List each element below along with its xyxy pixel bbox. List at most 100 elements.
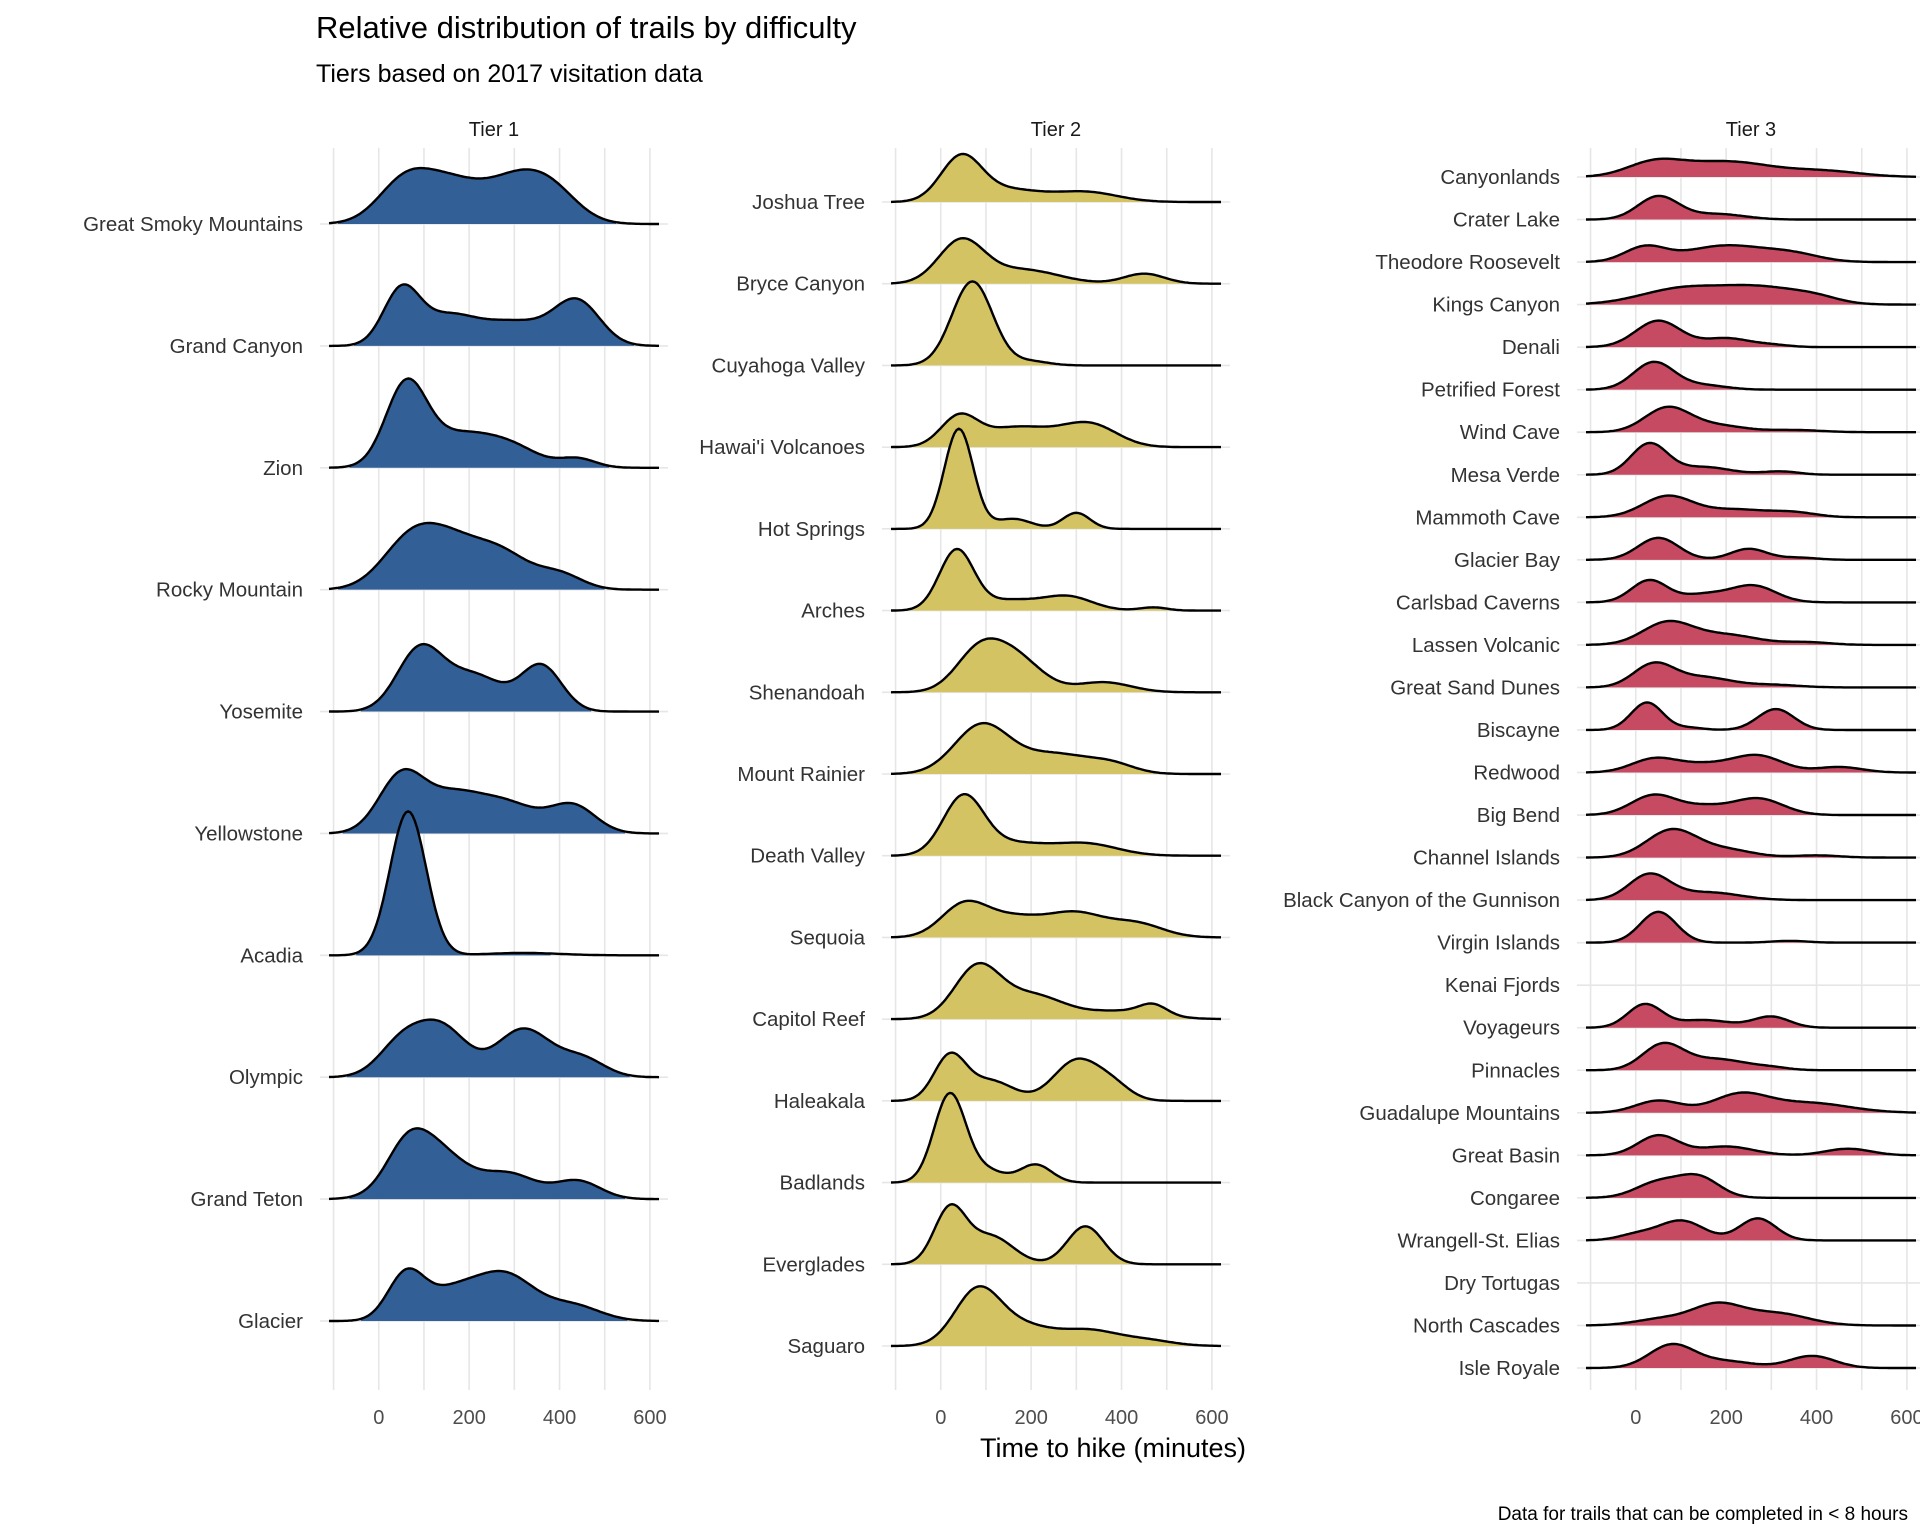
strip-label: Tier 2 xyxy=(1031,119,1081,141)
ridge-great-basin: Great Basin xyxy=(1452,1133,1920,1167)
y-category-label: Acadia xyxy=(240,944,303,967)
y-category-label: Great Basin xyxy=(1452,1144,1560,1167)
x-tick-label: 200 xyxy=(452,1407,485,1429)
ridge-mesa-verde: Mesa Verde xyxy=(1451,441,1920,487)
ridge-fill xyxy=(1599,361,1747,390)
ridge-biscayne: Biscayne xyxy=(1477,701,1920,742)
ridge-wrangell-st-elias: Wrangell-St. Elias xyxy=(1397,1217,1920,1252)
ridge-badlands: Badlands xyxy=(780,1091,1230,1195)
ridge-death-valley: Death Valley xyxy=(750,793,1230,868)
y-category-label: Mount Rainier xyxy=(737,763,865,786)
ridge-fill xyxy=(1599,1218,1806,1241)
ridge-line xyxy=(1585,441,1916,476)
ridge-fill xyxy=(1599,754,1885,773)
ridge-fill xyxy=(913,413,1156,448)
strip-label: Tier 3 xyxy=(1726,119,1776,141)
y-category-label: Pinnacles xyxy=(1471,1059,1560,1082)
strip-label: Tier 1 xyxy=(469,119,519,141)
ridge-line xyxy=(891,793,1221,857)
panel-gridlines xyxy=(332,148,651,1390)
ridge-voyageurs: Voyageurs xyxy=(1463,1002,1920,1040)
ridge-isle-royale: Isle Royale xyxy=(1459,1342,1920,1380)
y-category-label: Glacier Bay xyxy=(1454,549,1561,572)
y-category-label: Bryce Canyon xyxy=(736,273,865,296)
ridge-line xyxy=(890,412,1221,449)
y-category-label: Sequoia xyxy=(790,926,866,949)
ridge-line xyxy=(328,377,659,469)
y-category-label: Kings Canyon xyxy=(1432,294,1560,317)
ridge-fill xyxy=(349,378,610,468)
ridge-canyonlands: Canyonlands xyxy=(1440,157,1920,189)
ridge-line xyxy=(891,427,1221,531)
ridge-yellowstone: Yellowstone xyxy=(194,767,668,845)
y-category-label: Badlands xyxy=(780,1172,865,1195)
chart-caption: Data for trails that can be completed in… xyxy=(1498,1504,1908,1525)
y-category-label: Crater Lake xyxy=(1453,209,1560,232)
ridge-line xyxy=(329,1267,659,1323)
panel-tier-3: Tier 3 0 200 400 600 Canyonlands Crater Lake Th… xyxy=(1283,119,1920,1429)
ridge-line xyxy=(1585,360,1916,391)
panel-tier-1: Tier 1 0 200 400 600 Great Smoky Mountains Gra… xyxy=(83,119,668,1429)
ridge-fill xyxy=(1608,911,1815,943)
y-category-label: Guadalupe Mountains xyxy=(1359,1102,1560,1125)
ridge-capitol-reef: Capitol Reef xyxy=(752,961,1230,1031)
y-category-label: Great Sand Dunes xyxy=(1390,676,1560,699)
x-tick-label: 200 xyxy=(1709,1407,1742,1429)
ridge-fill xyxy=(909,549,1172,611)
ridge-line xyxy=(890,1091,1221,1184)
chart-subtitle: Tiers based on 2017 visitation data xyxy=(316,60,703,88)
ridge-cuyahoga-valley: Cuyahoga Valley xyxy=(712,280,1230,377)
ridge-hawai-i-volcanoes: Hawai'i Volcanoes xyxy=(699,412,1230,459)
ridge-fill xyxy=(906,153,1149,202)
ridge-line xyxy=(1586,1133,1916,1157)
ridge-line xyxy=(1586,827,1916,859)
y-category-label: Hot Springs xyxy=(758,518,865,541)
ridge-crater-lake: Crater Lake xyxy=(1453,194,1920,232)
ridge-fill xyxy=(356,811,551,956)
ridge-fill xyxy=(1613,1344,1867,1368)
y-category-label: Wind Cave xyxy=(1460,421,1560,444)
y-category-label: Hawai'i Volcanoes xyxy=(699,436,865,459)
y-category-label: Dry Tortugas xyxy=(1444,1272,1560,1295)
ridge-fill xyxy=(913,281,1059,366)
x-tick-label: 0 xyxy=(935,1407,946,1429)
ridge-fill xyxy=(915,1286,1192,1346)
ridge-line xyxy=(1586,494,1916,519)
ridge-line xyxy=(891,547,1221,612)
x-tick-label: 0 xyxy=(373,1407,384,1429)
ridge-virgin-islands: Virgin Islands xyxy=(1437,910,1920,955)
ridge-line xyxy=(1586,194,1916,221)
y-category-label: Channel Islands xyxy=(1413,847,1560,870)
y-category-label: Arches xyxy=(801,600,865,623)
ridge-black-canyon-of-the-gunnison: Black Canyon of the Gunnison xyxy=(1283,872,1920,912)
ridge-congaree: Congaree xyxy=(1470,1172,1920,1210)
ridge-glacier: Glacier xyxy=(238,1267,668,1333)
y-category-label: Capitol Reef xyxy=(752,1008,865,1031)
y-category-label: Great Smoky Mountains xyxy=(83,213,303,236)
y-category-label: Virgin Islands xyxy=(1437,932,1560,955)
ridge-fill xyxy=(1599,662,1815,688)
y-category-label: Haleakala xyxy=(774,1090,866,1113)
y-category-label: Yosemite xyxy=(219,701,303,724)
y-category-label: Zion xyxy=(263,457,303,480)
ridge-mammoth-cave: Mammoth Cave xyxy=(1415,494,1920,529)
ridge-fill xyxy=(338,168,616,224)
ridge-line xyxy=(1586,1091,1916,1114)
ridge-fill xyxy=(904,1092,1072,1183)
ridge-redwood: Redwood xyxy=(1473,753,1920,785)
panel-tier-2: Tier 2 0 200 400 600 Joshua Tree Bryce Canyon C… xyxy=(699,119,1230,1429)
ridge-fill xyxy=(1604,1092,1901,1113)
ridge-line xyxy=(1585,319,1916,349)
x-tick-label: 200 xyxy=(1014,1407,1047,1429)
y-category-label: Black Canyon of the Gunnison xyxy=(1283,889,1560,912)
ridge-line xyxy=(890,152,1221,204)
ridge-fill xyxy=(1606,1302,1851,1326)
y-category-label: Isle Royale xyxy=(1459,1357,1560,1380)
x-tick-label: 400 xyxy=(1105,1407,1138,1429)
ridge-line xyxy=(1586,1301,1916,1327)
ridge-line xyxy=(328,1127,659,1201)
ridge-fill xyxy=(1586,158,1901,177)
ridge-fill xyxy=(909,723,1158,774)
x-axis-label: Time to hike (minutes) xyxy=(980,1433,1246,1463)
